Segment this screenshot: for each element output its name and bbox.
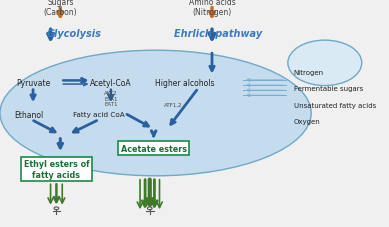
Text: Ethyl esters of
fatty acids: Ethyl esters of fatty acids [24,159,89,179]
Text: Acetate esters: Acetate esters [121,144,187,153]
Text: Sugars
(Carbon): Sugars (Carbon) [44,0,77,17]
Text: Fermentable sugars: Fermentable sugars [294,86,363,92]
Text: Unsaturated fatty acids: Unsaturated fatty acids [294,102,376,108]
Ellipse shape [288,41,362,86]
Text: Pyruvate: Pyruvate [16,78,50,87]
Ellipse shape [0,51,311,176]
Text: Amino acids
(Nitrogen): Amino acids (Nitrogen) [189,0,235,17]
Text: Oxygen: Oxygen [294,119,321,125]
Text: Acetyl-CoA: Acetyl-CoA [90,78,132,87]
Text: Glycolysis: Glycolysis [47,29,102,39]
Text: Fatty acid CoA: Fatty acid CoA [73,112,125,118]
Text: ATF1,2: ATF1,2 [164,102,182,107]
Text: Ethanol: Ethanol [14,110,44,119]
Text: Nitrogen: Nitrogen [294,70,324,76]
Text: AKT2
ETA1
EAT1: AKT2 ETA1 EAT1 [104,91,118,107]
Text: Ehrlich pathway: Ehrlich pathway [174,29,262,39]
Text: Higher alcohols: Higher alcohols [155,78,214,87]
